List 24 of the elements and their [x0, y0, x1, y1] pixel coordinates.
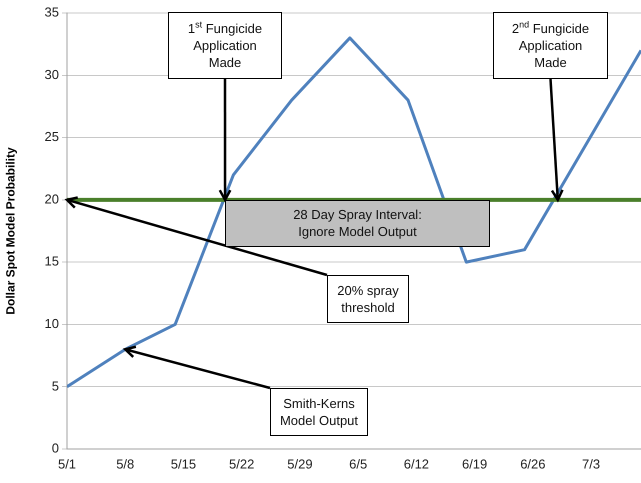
y-tick-label: 5	[52, 378, 59, 394]
text-box: 1$^{st}$ Fungicide Application Made	[168, 12, 282, 79]
x-tick-label: 7/3	[582, 456, 600, 472]
y-axis-title: Dollar Spot Model Probability	[4, 147, 18, 315]
x-tick-label: 5/29	[287, 456, 313, 472]
y-tick-label: 10	[44, 316, 59, 332]
text-box: 20% spray threshold	[327, 275, 409, 323]
x-tick-label: 6/12	[404, 456, 430, 472]
text-box: Smith-Kerns Model Output	[270, 388, 368, 436]
y-tick-label: 0	[52, 440, 59, 456]
x-tick-label: 6/5	[349, 456, 368, 472]
y-tick-label: 20	[44, 191, 59, 206]
x-tick-label: 6/19	[462, 456, 488, 472]
x-tick-label: 5/1	[58, 456, 76, 472]
y-tick-label: 15	[44, 254, 59, 269]
text-box: 2$^{nd}$ Fungicide Application Made	[493, 12, 608, 79]
y-tick-label: 25	[44, 129, 59, 144]
x-tick-label: 5/15	[170, 456, 196, 472]
y-tick-label: 30	[44, 66, 59, 82]
x-tick-label: 5/22	[229, 456, 254, 472]
shaded-text-box: 28 Day Spray Interval: Ignore Model Output	[225, 200, 490, 247]
x-tick-label: 6/26	[520, 456, 546, 472]
x-tick-label: 5/8	[116, 456, 134, 472]
y-tick-label: 35	[44, 4, 59, 20]
